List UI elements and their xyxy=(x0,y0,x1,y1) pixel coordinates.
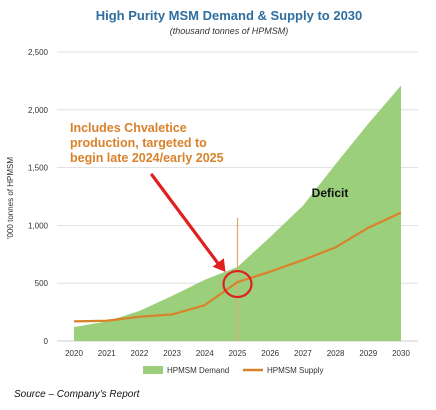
legend-supply-label: HPMSM Supply xyxy=(267,366,323,375)
x-tick-label-2029: 2029 xyxy=(359,349,377,358)
x-tick-label-2027: 2027 xyxy=(294,349,312,358)
supply-line-layer xyxy=(73,211,402,323)
y-tick-label-2000: 2,000 xyxy=(28,106,49,115)
intersection-marker xyxy=(222,269,253,299)
arrow-head xyxy=(212,258,226,273)
legend-demand-swatch xyxy=(143,366,163,374)
chart-subtitle: (thousand tonnes of HPMSM) xyxy=(170,26,289,36)
source-note: Source – Company’s Report xyxy=(14,389,141,400)
intersection-circle xyxy=(222,269,253,299)
legend-demand-label: HPMSM Demand xyxy=(167,366,229,375)
y-axis-label: '000 tonnes of HPMSM xyxy=(6,157,15,239)
deficit-label: Deficit xyxy=(312,186,349,200)
y-tick-label-2500: 2,500 xyxy=(28,48,49,57)
x-tick-label-2026: 2026 xyxy=(261,349,279,358)
x-tick-label-2024: 2024 xyxy=(196,349,214,358)
legend: HPMSM Demand HPMSM Supply xyxy=(143,366,323,375)
y-tick-labels: 0 500 1,000 1,500 2,000 2,500 xyxy=(28,48,49,346)
x-tick-label-2023: 2023 xyxy=(163,349,181,358)
x-tick-label-2030: 2030 xyxy=(392,349,410,358)
x-tick-labels: 2020 2021 2022 2023 2024 2025 2026 2027 2028 2029… xyxy=(65,349,410,358)
demand-area-layer xyxy=(74,85,401,341)
callout-line-3: begin late 2024/early 2025 xyxy=(70,151,224,165)
x-tick-label-2025: 2025 xyxy=(229,349,247,358)
x-tick-label-2020: 2020 xyxy=(65,349,83,358)
y-tick-label-0: 0 xyxy=(44,337,49,346)
callout-line-2: production, targeted to xyxy=(70,136,207,150)
arrow-shaft xyxy=(150,173,224,270)
x-tick-label-2021: 2021 xyxy=(98,349,116,358)
x-tick-label-2022: 2022 xyxy=(131,349,149,358)
chart-title: High Purity MSM Demand & Supply to 2030 xyxy=(96,8,363,23)
supply-line xyxy=(73,211,402,323)
callout-line-1: Includes Chvaletice xyxy=(70,121,187,135)
y-tick-label-1000: 1,000 xyxy=(28,221,49,230)
x-tick-label-2028: 2028 xyxy=(327,349,345,358)
callout-annotation: Includes Chvaletice production, targeted… xyxy=(70,121,224,165)
y-tick-label-500: 500 xyxy=(35,279,49,288)
callout-arrow xyxy=(150,173,226,273)
y-tick-label-1500: 1,500 xyxy=(28,164,49,173)
demand-area xyxy=(74,85,401,341)
